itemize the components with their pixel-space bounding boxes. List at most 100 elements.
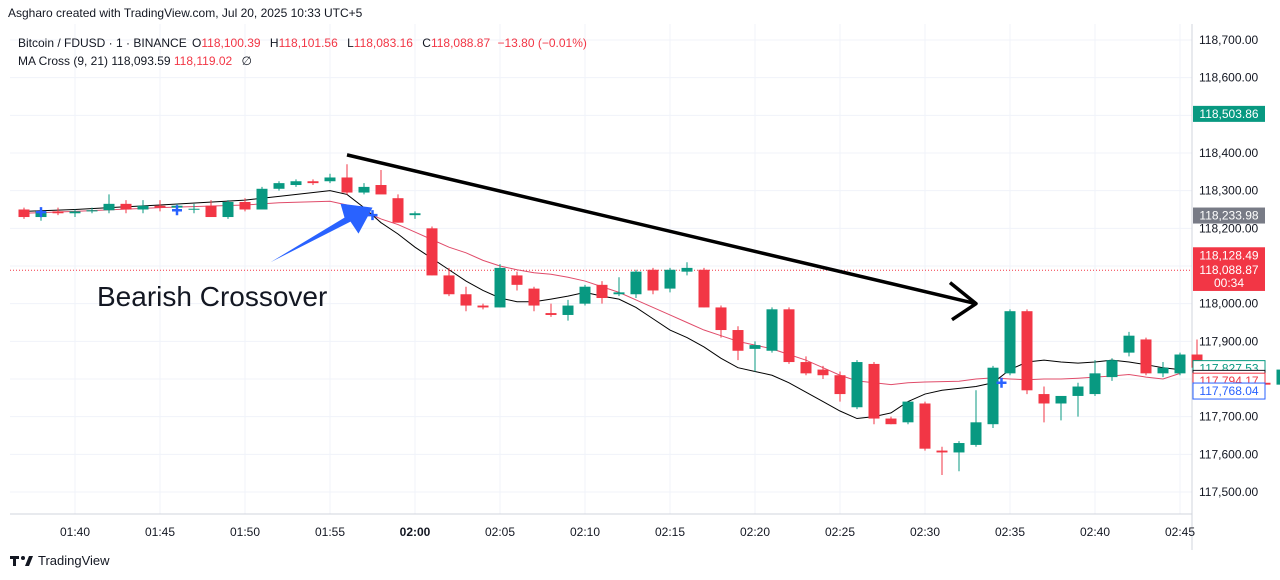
candle-body: [681, 267, 693, 272]
price-badge-label: 118,503.86: [1199, 107, 1258, 121]
indicator-slow-value: 118,119.02: [173, 54, 233, 68]
ohlc-open-value: 118,100.39: [201, 36, 261, 50]
annotation-text: Bearish Crossover: [97, 281, 327, 312]
candle-body: [375, 185, 387, 195]
candle-body: [341, 177, 353, 193]
candle-body: [545, 313, 557, 315]
candle-body: [443, 275, 455, 295]
price-badge-label: 118,128.49: [1199, 248, 1258, 262]
ohlc-close-value: 118,088.87: [430, 36, 491, 50]
candle-body: [511, 275, 523, 285]
x-tick-label: 02:45: [1165, 525, 1195, 539]
candle-body: [307, 181, 319, 184]
candle-body: [460, 294, 472, 306]
y-tick-label: 118,700.00: [1199, 33, 1258, 47]
x-tick-label: 02:35: [995, 525, 1025, 539]
price-badge-label: 118,088.87: [1199, 263, 1258, 277]
candle-body: [817, 369, 829, 376]
candle-body: [188, 208, 200, 210]
candle-body: [120, 203, 132, 210]
x-tick-label: 01:40: [60, 525, 90, 539]
candle-body: [205, 205, 217, 218]
price-badge-label: 117,768.04: [1199, 384, 1258, 398]
ohlc-high-key: H: [269, 36, 279, 50]
y-tick-label: 117,900.00: [1199, 334, 1258, 348]
candle-body: [715, 307, 727, 331]
footer-brand: TradingView: [10, 553, 110, 568]
candle-body: [800, 362, 812, 374]
candle-body: [732, 330, 744, 351]
candle-body: [987, 367, 999, 425]
x-tick-label: 01:45: [145, 525, 175, 539]
candle-body: [18, 209, 30, 218]
candle-body: [1021, 311, 1033, 391]
candle-body: [834, 375, 846, 395]
ohlc-low-key: L: [347, 36, 354, 50]
price-badge-label: 118,233.98: [1199, 209, 1258, 223]
y-tick-label: 118,400.00: [1199, 146, 1258, 160]
x-tick-label: 02:25: [825, 525, 855, 539]
indicator-fast-value: 118,093.59: [111, 54, 171, 68]
indicator-name: MA Cross (9, 21): [18, 54, 109, 68]
candle-body: [1004, 311, 1016, 374]
y-tick-label: 117,600.00: [1199, 447, 1258, 461]
candle-body: [953, 443, 965, 453]
cross-marker: [36, 207, 46, 218]
price-change: −13.80 (−0.01%): [497, 36, 587, 50]
symbol-legend-row[interactable]: Bitcoin / FDUSD · 1 · BINANCE O118,100.3…: [18, 34, 587, 52]
trend-arrow-line: [346, 153, 977, 306]
x-tick-label: 02:10: [570, 525, 600, 539]
ohlc-low-value: 118,083.16: [353, 36, 413, 50]
y-tick-label: 118,300.00: [1199, 184, 1258, 198]
candle-body: [392, 198, 404, 223]
y-tick-label: 117,700.00: [1199, 410, 1258, 424]
indicator-legend-row[interactable]: MA Cross (9, 21) 118,093.59 118,119.02 ∅: [18, 52, 587, 70]
ohlc-high-value: 118,101.56: [278, 36, 338, 50]
candle-body: [698, 269, 710, 308]
x-tick-label: 02:15: [655, 525, 685, 539]
price-badge: [1193, 262, 1265, 279]
candle-body: [902, 401, 914, 423]
candle-body: [1072, 386, 1084, 396]
candle-body: [256, 188, 268, 210]
candle-body: [324, 177, 336, 182]
x-tick-label: 01:55: [315, 525, 345, 539]
x-tick-label: 02:40: [1080, 525, 1110, 539]
candle-body: [1276, 369, 1280, 385]
candle-body: [885, 418, 897, 425]
candle-body: [1174, 354, 1186, 374]
price-badge: [1193, 105, 1265, 122]
candle-body: [137, 205, 149, 210]
price-badge-label: 00:34: [1214, 276, 1244, 290]
candle-body: [154, 205, 166, 208]
candle-body: [86, 210, 98, 212]
candle-body: [783, 309, 795, 363]
candle-body: [868, 363, 880, 419]
footer-brand-text: TradingView: [38, 553, 110, 568]
price-badge: [1193, 247, 1265, 264]
candle-body: [1038, 394, 1050, 404]
cross-marker: [367, 210, 378, 221]
candle-body: [936, 450, 948, 453]
candle-body: [528, 288, 540, 306]
y-tick-label: 118,200.00: [1199, 221, 1258, 235]
candle-body: [273, 183, 285, 189]
candle-body: [103, 203, 115, 211]
chart-caption: Asgharo created with TradingView.com, Ju…: [8, 6, 363, 20]
price-badge: [1192, 382, 1266, 400]
tradingview-logo-icon: [10, 555, 33, 566]
price-badge: [1193, 274, 1265, 291]
candle-body: [630, 271, 642, 295]
candle-body: [222, 201, 234, 218]
candle-body: [919, 403, 931, 449]
y-tick-label: 118,000.00: [1199, 297, 1258, 311]
price-chart[interactable]: 117,500.00117,600.00117,700.00117,800.00…: [0, 24, 1280, 550]
hidden-eye-icon[interactable]: ∅: [241, 54, 252, 68]
y-tick-label: 118,600.00: [1199, 71, 1258, 85]
price-badge: [1193, 207, 1265, 224]
candle-body: [1123, 335, 1135, 353]
candle-body: [52, 211, 64, 214]
x-tick-label: 01:50: [230, 525, 260, 539]
candle-body: [426, 228, 438, 276]
candle-body: [596, 284, 608, 299]
